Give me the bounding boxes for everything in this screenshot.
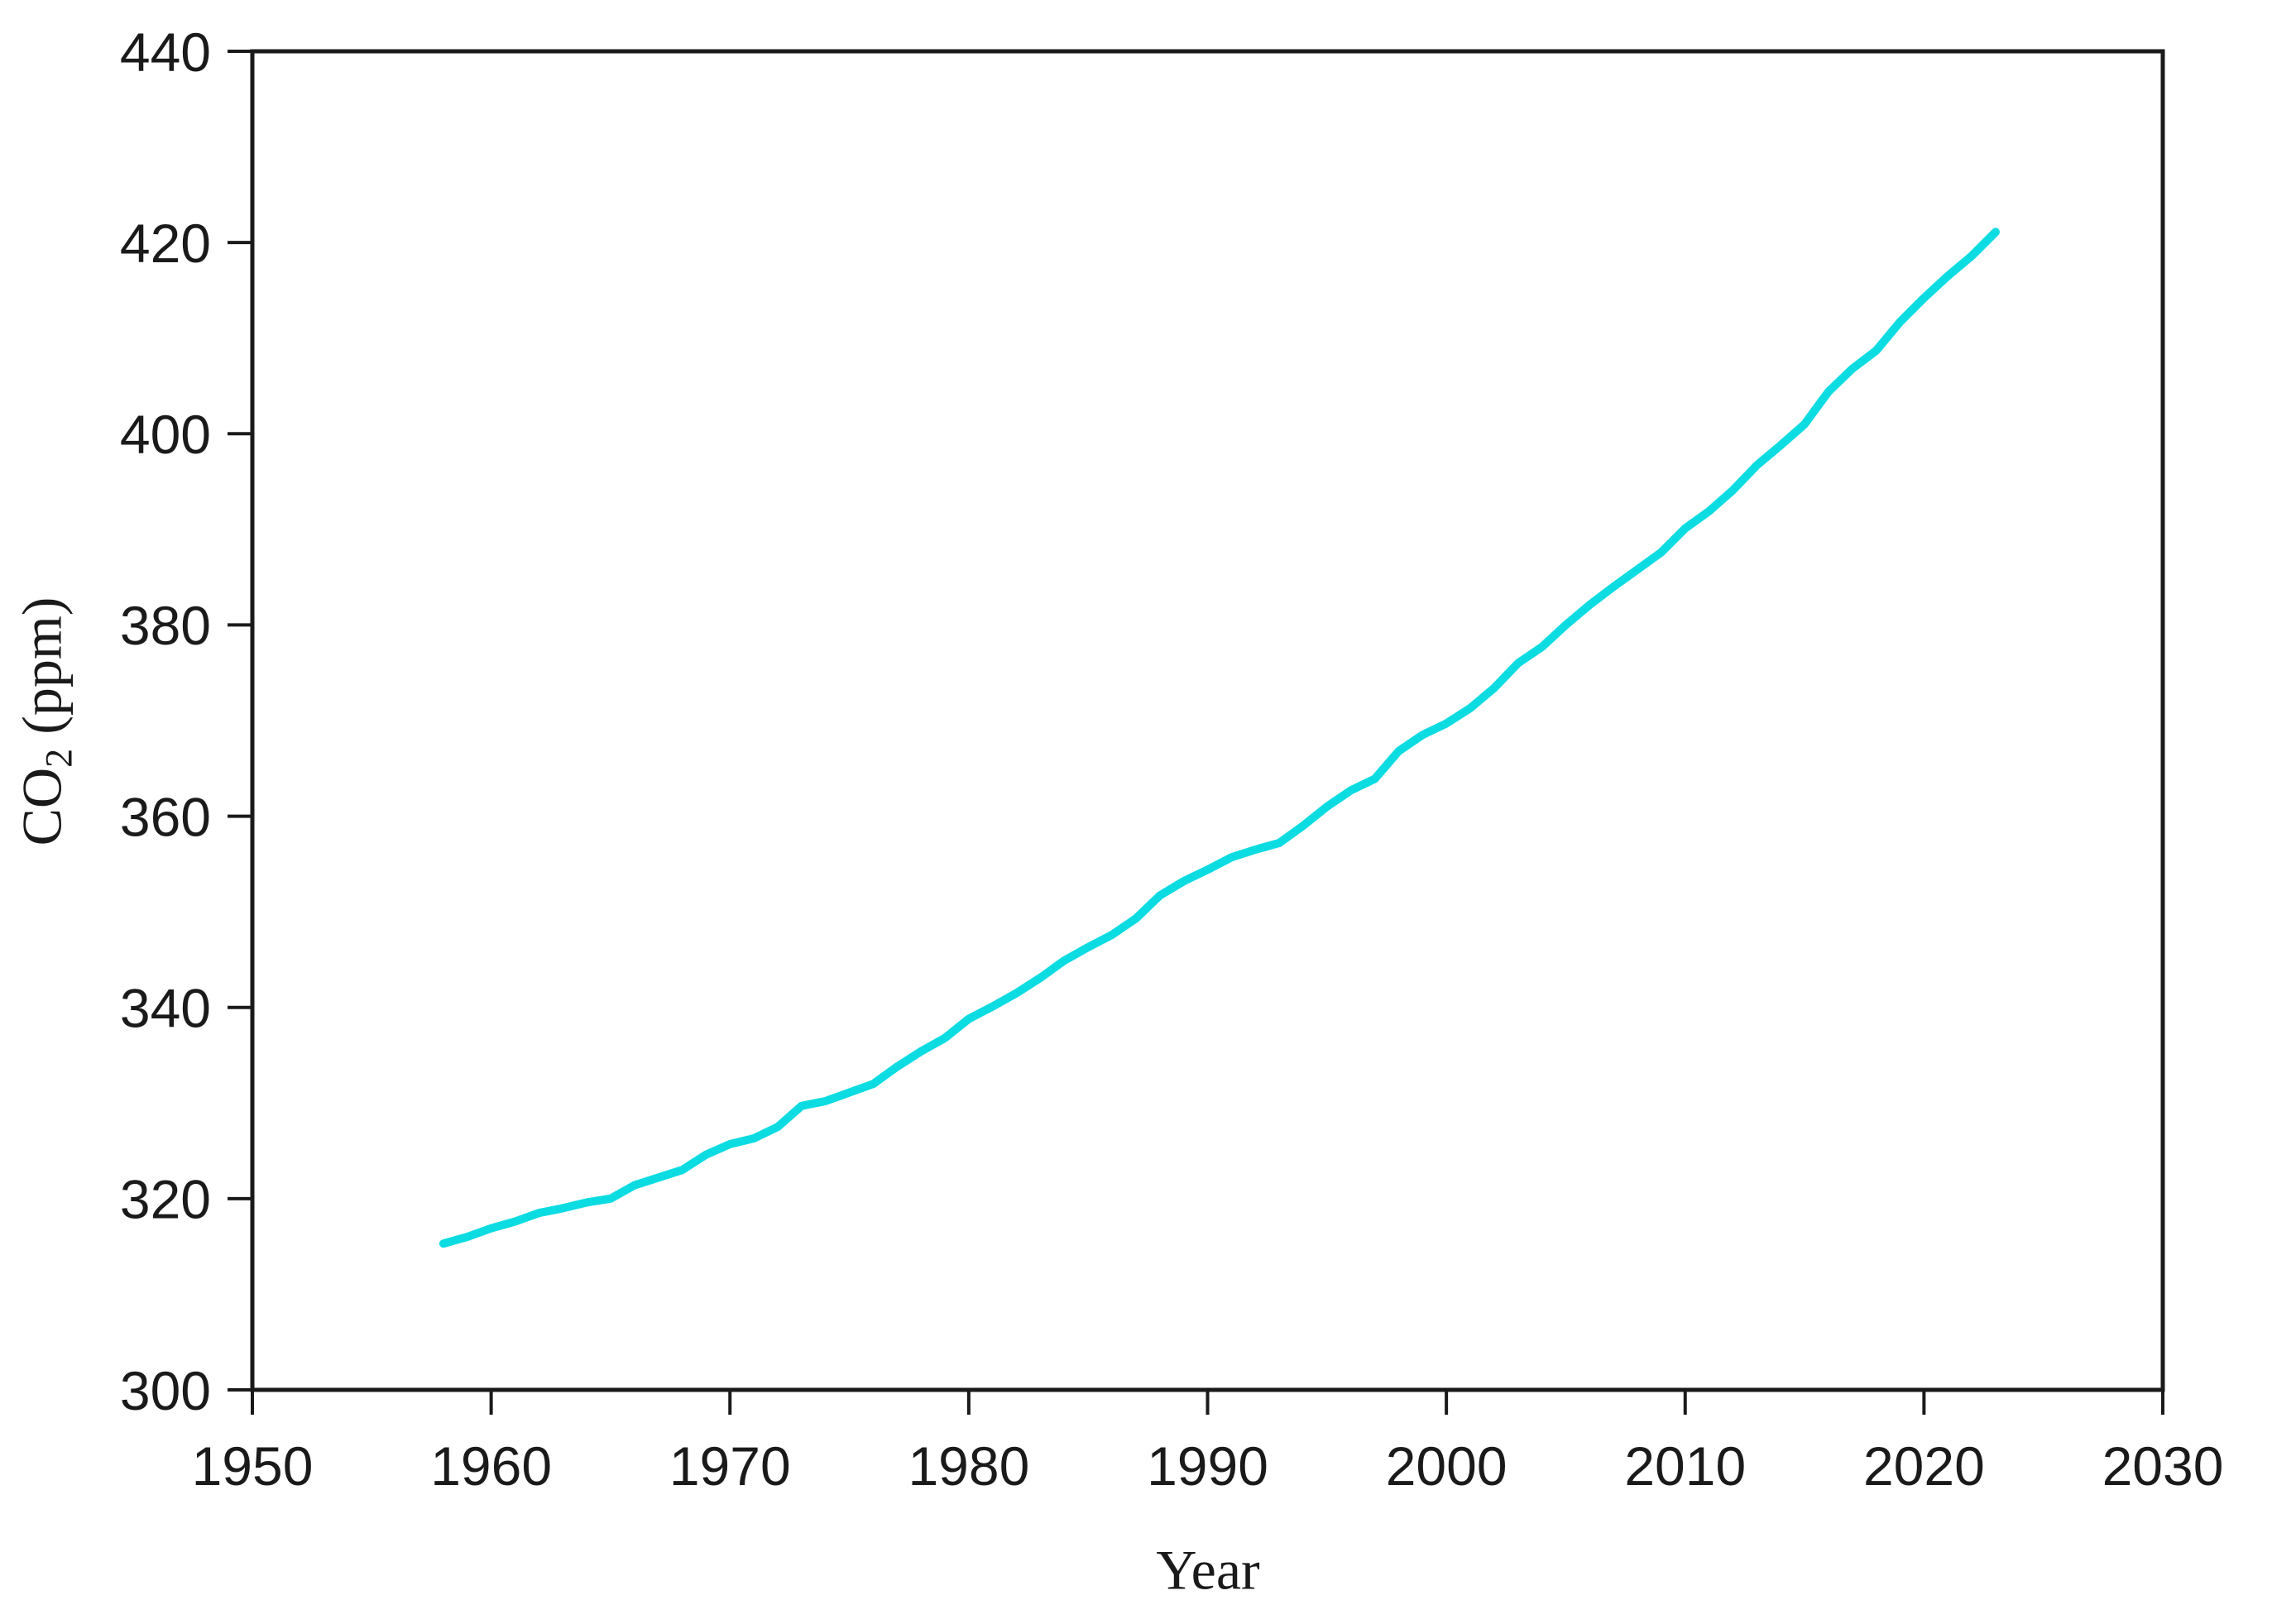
y-axis-title-units: (ppm) (10, 596, 74, 749)
x-tick-label: 2000 (1386, 1435, 1507, 1497)
y-tick-label: 400 (120, 404, 211, 465)
y-axis-title-main: CO (10, 767, 74, 846)
y-tick-label: 440 (120, 22, 211, 83)
x-tick-label: 1980 (908, 1435, 1029, 1497)
x-axis-title: Year (1156, 1538, 1260, 1602)
y-tick-label: 360 (120, 786, 211, 847)
y-tick-label: 420 (120, 213, 211, 274)
y-tick-label: 320 (120, 1169, 211, 1230)
y-tick-label: 380 (120, 595, 211, 656)
x-tick-label: 1960 (430, 1435, 552, 1497)
y-tick-label: 300 (120, 1360, 211, 1421)
plot-frame (250, 49, 2165, 1392)
x-tick-label: 1990 (1147, 1435, 1268, 1497)
x-tick-label: 2030 (2102, 1435, 2224, 1497)
y-tick-label: 340 (120, 977, 211, 1038)
x-tick-label: 1970 (669, 1435, 791, 1497)
x-tick-label: 1950 (192, 1435, 314, 1497)
x-tick-label: 2010 (1624, 1435, 1746, 1497)
y-axis-title: CO2 (ppm) (10, 597, 82, 846)
x-tick-label: 2020 (1863, 1435, 1985, 1497)
y-axis-title-subscript: 2 (38, 748, 81, 768)
co2-line (439, 228, 2000, 1248)
